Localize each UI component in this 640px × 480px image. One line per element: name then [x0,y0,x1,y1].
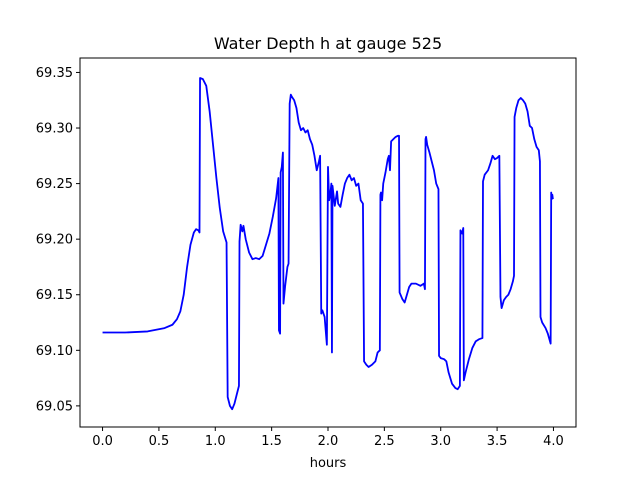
x-tick-label: 3.0 [430,434,451,449]
x-tick-label: 2.0 [318,434,339,449]
x-axis: 0.0 0.5 1.0 1.5 2.0 2.5 3.0 3.5 4.0 [92,427,564,449]
y-tick-label: 69.30 [36,122,73,137]
y-tick-label: 69.05 [36,399,73,414]
y-tick-label: 69.20 [36,233,73,248]
x-tick-label: 1.5 [261,434,282,449]
y-tick-label: 69.25 [36,177,73,192]
y-tick-label: 69.15 [36,288,73,303]
x-tick-label: 4.0 [543,434,564,449]
plot-area [102,77,554,411]
x-tick-label: 0.5 [149,434,170,449]
y-axis: 69.05 69.10 69.15 69.20 69.25 69.30 69.35 [36,66,80,414]
chart-title: Water Depth h at gauge 525 [214,34,442,53]
y-tick-label: 69.35 [36,66,73,81]
x-tick-label: 2.5 [374,434,395,449]
x-tick-label: 0.0 [92,434,113,449]
x-axis-label: hours [310,456,347,471]
x-tick-label: 3.5 [487,434,508,449]
x-tick-label: 1.0 [205,434,226,449]
y-tick-label: 69.10 [36,344,73,359]
series-line [102,77,554,411]
